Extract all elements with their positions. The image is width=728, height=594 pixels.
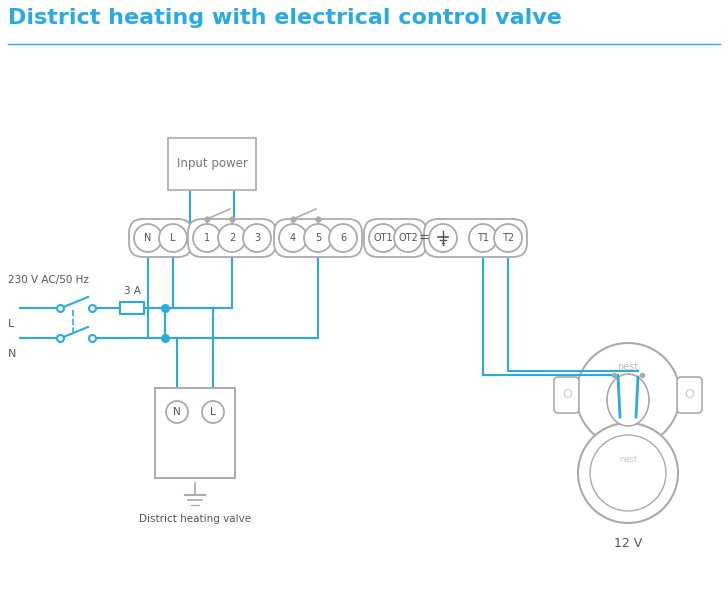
Text: L: L bbox=[8, 319, 15, 329]
Text: O: O bbox=[684, 388, 694, 402]
Text: T2: T2 bbox=[502, 233, 514, 243]
Text: nest: nest bbox=[617, 362, 638, 372]
Circle shape bbox=[576, 343, 680, 447]
Circle shape bbox=[159, 224, 187, 252]
Circle shape bbox=[329, 224, 357, 252]
Circle shape bbox=[469, 224, 497, 252]
Text: L: L bbox=[170, 233, 175, 243]
Circle shape bbox=[166, 401, 188, 423]
Circle shape bbox=[279, 224, 307, 252]
Text: O: O bbox=[562, 388, 572, 402]
FancyBboxPatch shape bbox=[129, 219, 192, 257]
Text: N: N bbox=[144, 233, 151, 243]
Ellipse shape bbox=[607, 374, 649, 426]
Text: 5: 5 bbox=[315, 233, 321, 243]
Circle shape bbox=[202, 401, 224, 423]
Text: OT1: OT1 bbox=[373, 233, 393, 243]
Circle shape bbox=[429, 224, 457, 252]
Circle shape bbox=[243, 224, 271, 252]
Circle shape bbox=[304, 224, 332, 252]
Text: T1: T1 bbox=[477, 233, 489, 243]
Circle shape bbox=[590, 435, 666, 511]
Text: 4: 4 bbox=[290, 233, 296, 243]
Circle shape bbox=[134, 224, 162, 252]
Text: 6: 6 bbox=[340, 233, 346, 243]
Text: nest: nest bbox=[619, 454, 637, 463]
Text: 230 V AC/50 Hz: 230 V AC/50 Hz bbox=[8, 275, 89, 285]
FancyBboxPatch shape bbox=[155, 388, 235, 478]
FancyBboxPatch shape bbox=[168, 138, 256, 190]
Text: OT2: OT2 bbox=[398, 233, 418, 243]
Circle shape bbox=[369, 224, 397, 252]
Text: District heating with electrical control valve: District heating with electrical control… bbox=[8, 8, 562, 28]
Text: 3 A: 3 A bbox=[124, 286, 141, 296]
Circle shape bbox=[494, 224, 522, 252]
Circle shape bbox=[193, 224, 221, 252]
FancyBboxPatch shape bbox=[364, 219, 427, 257]
FancyBboxPatch shape bbox=[554, 377, 579, 413]
FancyBboxPatch shape bbox=[424, 219, 527, 257]
FancyBboxPatch shape bbox=[677, 377, 702, 413]
Text: 12 V: 12 V bbox=[614, 537, 642, 550]
Text: 3: 3 bbox=[254, 233, 260, 243]
Text: N: N bbox=[173, 407, 181, 417]
FancyBboxPatch shape bbox=[611, 440, 645, 464]
Text: Input power: Input power bbox=[177, 157, 248, 170]
Text: N: N bbox=[8, 349, 16, 359]
Text: L: L bbox=[210, 407, 216, 417]
Circle shape bbox=[218, 224, 246, 252]
FancyBboxPatch shape bbox=[188, 219, 276, 257]
Circle shape bbox=[578, 423, 678, 523]
Circle shape bbox=[394, 224, 422, 252]
Text: 1: 1 bbox=[204, 233, 210, 243]
FancyBboxPatch shape bbox=[120, 302, 144, 314]
FancyBboxPatch shape bbox=[274, 219, 362, 257]
Text: =: = bbox=[419, 232, 430, 245]
Text: District heating valve: District heating valve bbox=[139, 514, 251, 524]
Text: 2: 2 bbox=[229, 233, 235, 243]
